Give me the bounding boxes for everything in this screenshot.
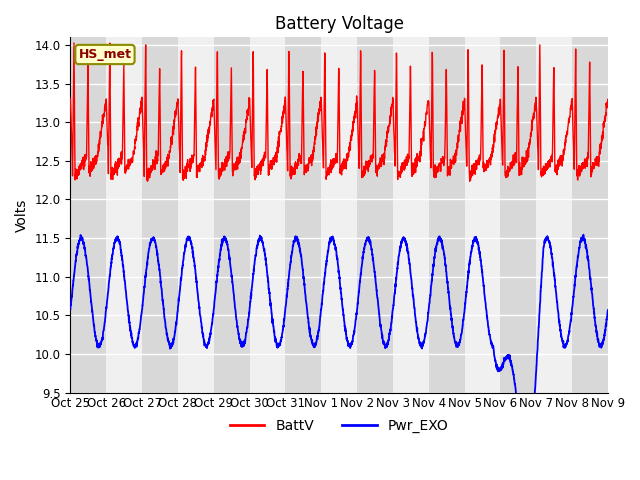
Bar [536,37,572,393]
Bar [429,37,465,393]
Bar [465,37,500,393]
Bar [393,37,429,393]
Bar [572,37,608,393]
Bar [106,37,142,393]
Bar [250,37,285,393]
Text: HS_met: HS_met [79,48,131,61]
Bar [142,37,178,393]
Bar [285,37,321,393]
Legend: BattV, Pwr_EXO: BattV, Pwr_EXO [224,414,454,439]
Bar [500,37,536,393]
Bar [357,37,393,393]
Bar [321,37,357,393]
Bar [178,37,214,393]
Bar [70,37,106,393]
Title: Battery Voltage: Battery Voltage [275,15,404,33]
Y-axis label: Volts: Volts [15,198,29,232]
Bar [214,37,250,393]
